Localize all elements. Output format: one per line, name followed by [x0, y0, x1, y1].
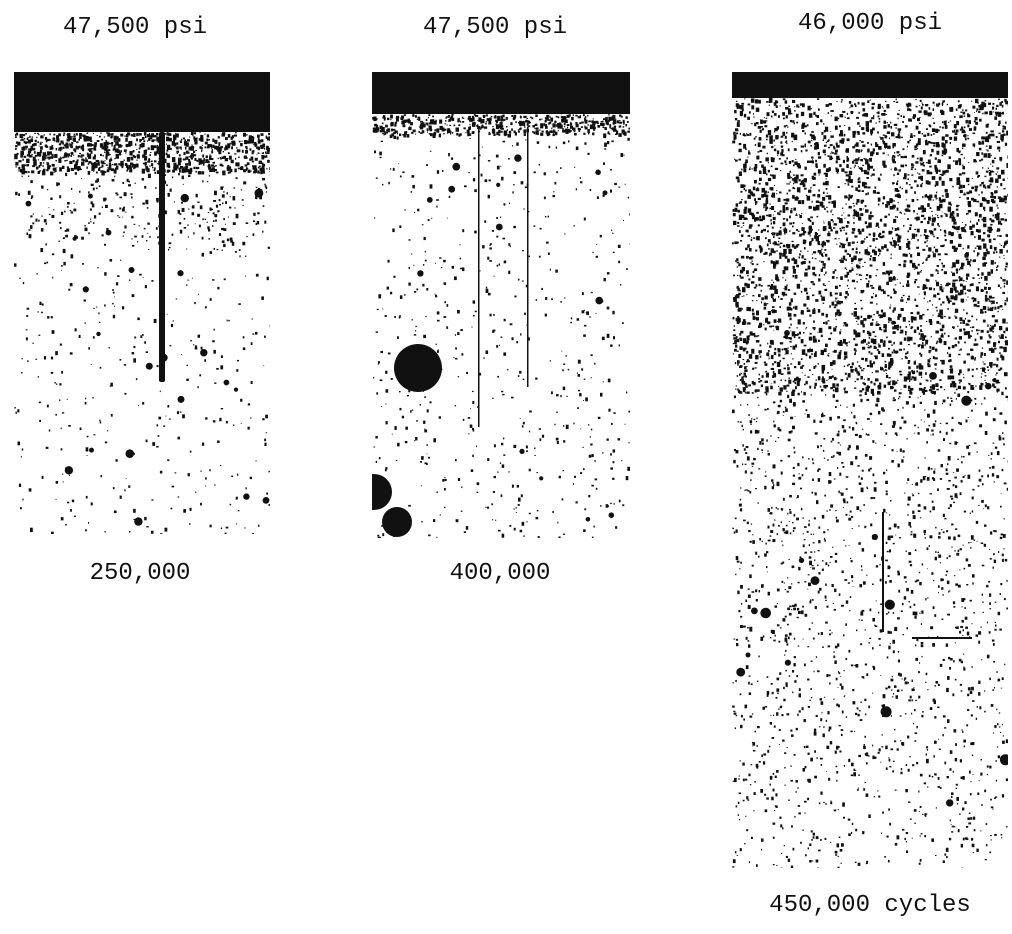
inclusion-dot [602, 190, 608, 196]
speckle-texture [15, 172, 270, 246]
inclusion-dot [810, 576, 820, 585]
inclusion-dot [745, 652, 751, 658]
inclusion-dot [243, 493, 250, 500]
inclusion-dot [736, 667, 746, 677]
inclusion-dot [82, 286, 89, 293]
inclusion-dot [417, 270, 424, 277]
inclusion-dot [985, 382, 992, 390]
speckle-texture [732, 632, 1008, 868]
inclusion-dot [64, 466, 74, 475]
inclusion-dot [25, 200, 32, 207]
inclusion-dot [200, 349, 208, 357]
inclusion-dot [880, 706, 892, 718]
inclusion-dot [72, 236, 77, 241]
inclusion-dot [929, 372, 937, 380]
crack-line [912, 637, 972, 639]
inclusion-dot [262, 497, 270, 504]
inclusion-dot [223, 379, 230, 386]
crack-line [882, 512, 884, 632]
specimen-2-cycles-label: 400,000 [449, 560, 551, 587]
inclusion-dot [595, 296, 603, 305]
inclusion-dot [426, 197, 433, 203]
inclusion-dot [254, 188, 264, 198]
inclusion-dot [452, 162, 461, 171]
speckle-texture [14, 132, 270, 176]
inclusion-dot [177, 395, 185, 403]
crack-line [527, 127, 529, 387]
inclusion-dot [159, 353, 168, 362]
surface-band [372, 72, 630, 114]
inclusion-dot [125, 449, 135, 459]
inclusion-dot [128, 267, 135, 273]
inclusion-dot [96, 331, 101, 337]
inclusion-dot [751, 607, 758, 615]
crack-line [478, 127, 480, 427]
inclusion-dot [89, 447, 94, 453]
inclusion-dot [595, 169, 601, 176]
inclusion-dot [539, 476, 544, 481]
specimen-1-cycles-label: 250,000 [89, 560, 191, 587]
speckle-texture [373, 134, 630, 538]
inclusion-dot [87, 193, 93, 199]
speckle-texture [732, 392, 1008, 636]
inclusion-dot [784, 659, 791, 666]
specimen-2-micrograph [372, 72, 630, 538]
specimen-2-stress-label: 47,500 psi [422, 14, 568, 41]
inclusion-dot [134, 517, 143, 526]
speckle-texture [14, 242, 270, 534]
inclusion-dot [448, 185, 456, 193]
specimen-1-micrograph [14, 72, 270, 534]
specimen-3-stress-label: 46,000 psi [797, 10, 943, 37]
inclusion-dot [233, 387, 239, 392]
void-large [394, 344, 442, 392]
inclusion-dot [784, 330, 790, 336]
specimen-3-micrograph [732, 72, 1008, 868]
inclusion-dot [496, 182, 501, 187]
surface-band [14, 72, 270, 132]
inclusion-dot [519, 448, 525, 454]
inclusion-dot [760, 607, 771, 619]
inclusion-dot [798, 557, 805, 564]
inclusion-dot [608, 512, 615, 518]
specimen-3-cycles-label: 450,000 cycles [769, 892, 971, 919]
inclusion-dot [961, 395, 972, 406]
inclusion-dot [514, 154, 522, 162]
inclusion-dot [495, 223, 503, 231]
inclusion-dot [999, 754, 1008, 766]
inclusion-dot [177, 270, 184, 277]
fatigue-crack [159, 132, 165, 382]
speckle-texture [732, 98, 1008, 396]
void-edge [372, 474, 392, 510]
inclusion-dot [585, 517, 591, 522]
inclusion-dot [105, 229, 112, 236]
inclusion-dot [145, 362, 153, 370]
void-medium [382, 507, 412, 537]
specimen-1-stress-label: 47,500 psi [62, 14, 208, 41]
inclusion-dot [871, 533, 878, 541]
inclusion-dot [884, 599, 895, 610]
inclusion-dot [180, 193, 189, 203]
speckle-texture [372, 114, 630, 139]
surface-band [732, 72, 1008, 98]
inclusion-dot [946, 799, 954, 807]
